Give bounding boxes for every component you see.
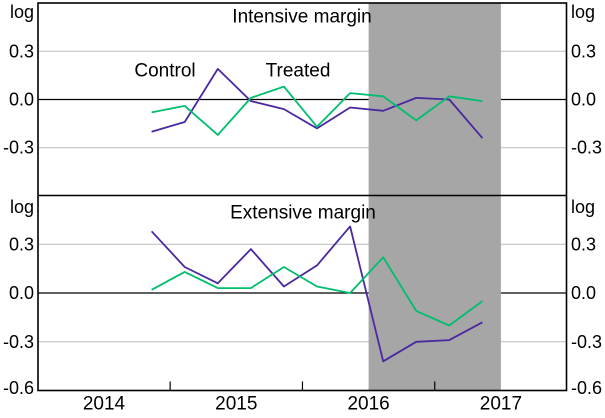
treatment-period-shading-layer (368, 3, 501, 391)
y-tick-label-left-panel-1: -0.6 (3, 378, 34, 398)
unit-label-mid-right: log (571, 197, 595, 217)
y-tick-label-right-panel-0: 0.0 (571, 90, 596, 110)
plot-frame (37, 2, 568, 392)
unit-label-mid-left: log (10, 197, 34, 217)
control-line-panel-0 (151, 68, 484, 139)
y-tick-label-left-panel-1: 0.3 (9, 234, 34, 254)
extensive-margin-title: Extensive margin (230, 203, 376, 224)
x-axis-year-label: 2015 (215, 394, 257, 415)
y-tick-label-right-panel-1: 0.0 (571, 283, 596, 303)
control-series-label: Control (134, 61, 195, 82)
treatment-period-shading (368, 3, 501, 391)
y-tick-label-right-panel-1: 0.3 (571, 234, 596, 254)
x-axis-year-label: 2014 (83, 394, 126, 415)
unit-label-top-right: log (571, 2, 595, 22)
treated-line-panel-1 (151, 256, 483, 327)
treated-line-panel-0 (151, 85, 483, 136)
series-layer (150, 68, 484, 363)
y-tick-label-right-panel-0: -0.3 (571, 138, 602, 158)
x-axis-year-label: 2017 (480, 394, 522, 415)
y-tick-label-left-panel-0: -0.3 (3, 138, 34, 158)
axes-layer (37, 2, 568, 392)
y-tick-label-left-panel-1: -0.3 (3, 332, 34, 352)
unit-label-top-left: log (10, 2, 34, 22)
y-tick-label-left-panel-0: 0.0 (9, 90, 34, 110)
intensive-margin-title: Intensive margin (232, 7, 371, 28)
control-line-panel-1 (150, 225, 483, 363)
y-tick-label-left-panel-0: 0.3 (9, 41, 34, 61)
treated-series-label: Treated (266, 61, 331, 82)
y-tick-label-left-panel-1: 0.0 (9, 283, 34, 303)
tick-label-layer: 0.3 0.3 0.0 0.0 -0.3 -0.3 0.3 0.3 0.0 0.0 -0.3 -0.3… (3, 41, 602, 414)
y-tick-label-right-panel-1: -0.6 (571, 378, 602, 398)
x-axis-year-label: 2016 (347, 394, 389, 415)
y-tick-label-right-panel-1: -0.3 (571, 332, 602, 352)
y-tick-label-right-panel-0: 0.3 (571, 41, 596, 61)
